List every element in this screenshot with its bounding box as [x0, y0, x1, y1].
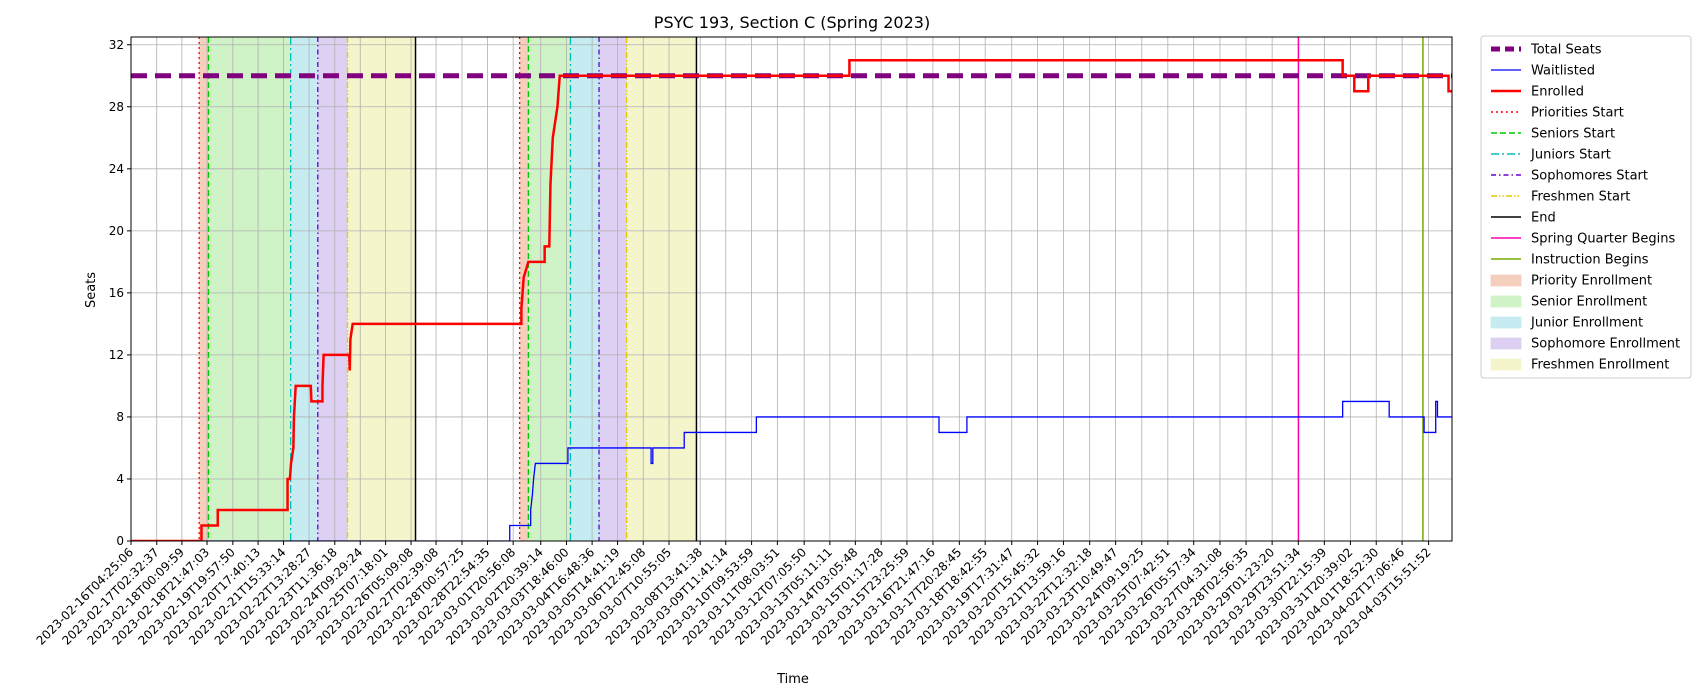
legend-total-seats-label: Total Seats — [1530, 43, 1602, 58]
series-waitlisted — [131, 400, 1452, 541]
legend: Total Seats Waitlisted Enrolled Priorities … — [1480, 35, 1692, 379]
legend-spring-quarter-begins-label: Spring Quarter Begins — [1531, 232, 1675, 247]
legend-freshmen-start-label: Freshmen Start — [1531, 190, 1630, 205]
y-tick-label: 20 — [109, 224, 124, 238]
legend-junior-enrollment-swatch — [1490, 316, 1522, 329]
legend-sophomore-enrollment-swatch — [1490, 337, 1522, 350]
legend-priority-enrollment-label: Priority Enrollment — [1531, 274, 1652, 289]
legend-box — [1480, 35, 1692, 379]
span-priority-enrollment — [199, 37, 209, 541]
x-axis-title: Time — [776, 672, 809, 687]
series-enrolled — [131, 59, 1452, 541]
legend-seniors-start-label: Seniors Start — [1531, 127, 1615, 142]
y-tick-label: 28 — [109, 100, 124, 114]
span-junior-enrollment — [290, 37, 318, 541]
legend-senior-enrollment-swatch — [1490, 295, 1522, 308]
span-senior-enrollment — [528, 37, 571, 541]
y-tick-label: 8 — [116, 410, 124, 424]
legend-priorities-start-label: Priorities Start — [1531, 106, 1624, 121]
span-sophomore-enrollment — [317, 37, 348, 541]
y-tick-label: 24 — [109, 162, 124, 176]
legend-end-label: End — [1531, 211, 1556, 226]
y-tick-label: 32 — [109, 38, 124, 52]
span-junior-enrollment — [570, 37, 600, 541]
legend-waitlisted-label: Waitlisted — [1531, 64, 1595, 79]
span-senior-enrollment — [208, 37, 291, 541]
span-freshmen-enrollment — [626, 37, 697, 541]
legend-instruction-begins-label: Instruction Begins — [1531, 253, 1649, 268]
legend-sophomores-start-label: Sophomores Start — [1531, 169, 1648, 184]
legend-freshmen-enrollment-label: Freshmen Enrollment — [1531, 358, 1669, 373]
legend-freshmen-enrollment-swatch — [1490, 358, 1522, 371]
legend-juniors-start-label: Juniors Start — [1530, 148, 1611, 163]
legend-junior-enrollment-label: Junior Enrollment — [1530, 316, 1643, 331]
y-tick-label: 16 — [109, 286, 124, 300]
legend-enrolled-label: Enrolled — [1531, 85, 1584, 100]
y-tick-label: 4 — [116, 472, 124, 486]
plot-area: 0481216202428322023-02-16T04:25:062023-0… — [34, 36, 1453, 648]
y-tick-label: 0 — [116, 534, 124, 548]
legend-senior-enrollment-label: Senior Enrollment — [1531, 295, 1647, 310]
legend-sophomore-enrollment-label: Sophomore Enrollment — [1531, 337, 1680, 352]
span-freshmen-enrollment — [347, 37, 416, 541]
legend-priority-enrollment-swatch — [1490, 274, 1522, 287]
y-tick-label: 12 — [109, 348, 124, 362]
span-sophomore-enrollment — [599, 37, 627, 541]
chart-title: PSYC 193, Section C (Spring 2023) — [654, 13, 930, 32]
y-axis-title: Seats — [84, 272, 99, 308]
plot-frame — [130, 36, 1453, 542]
